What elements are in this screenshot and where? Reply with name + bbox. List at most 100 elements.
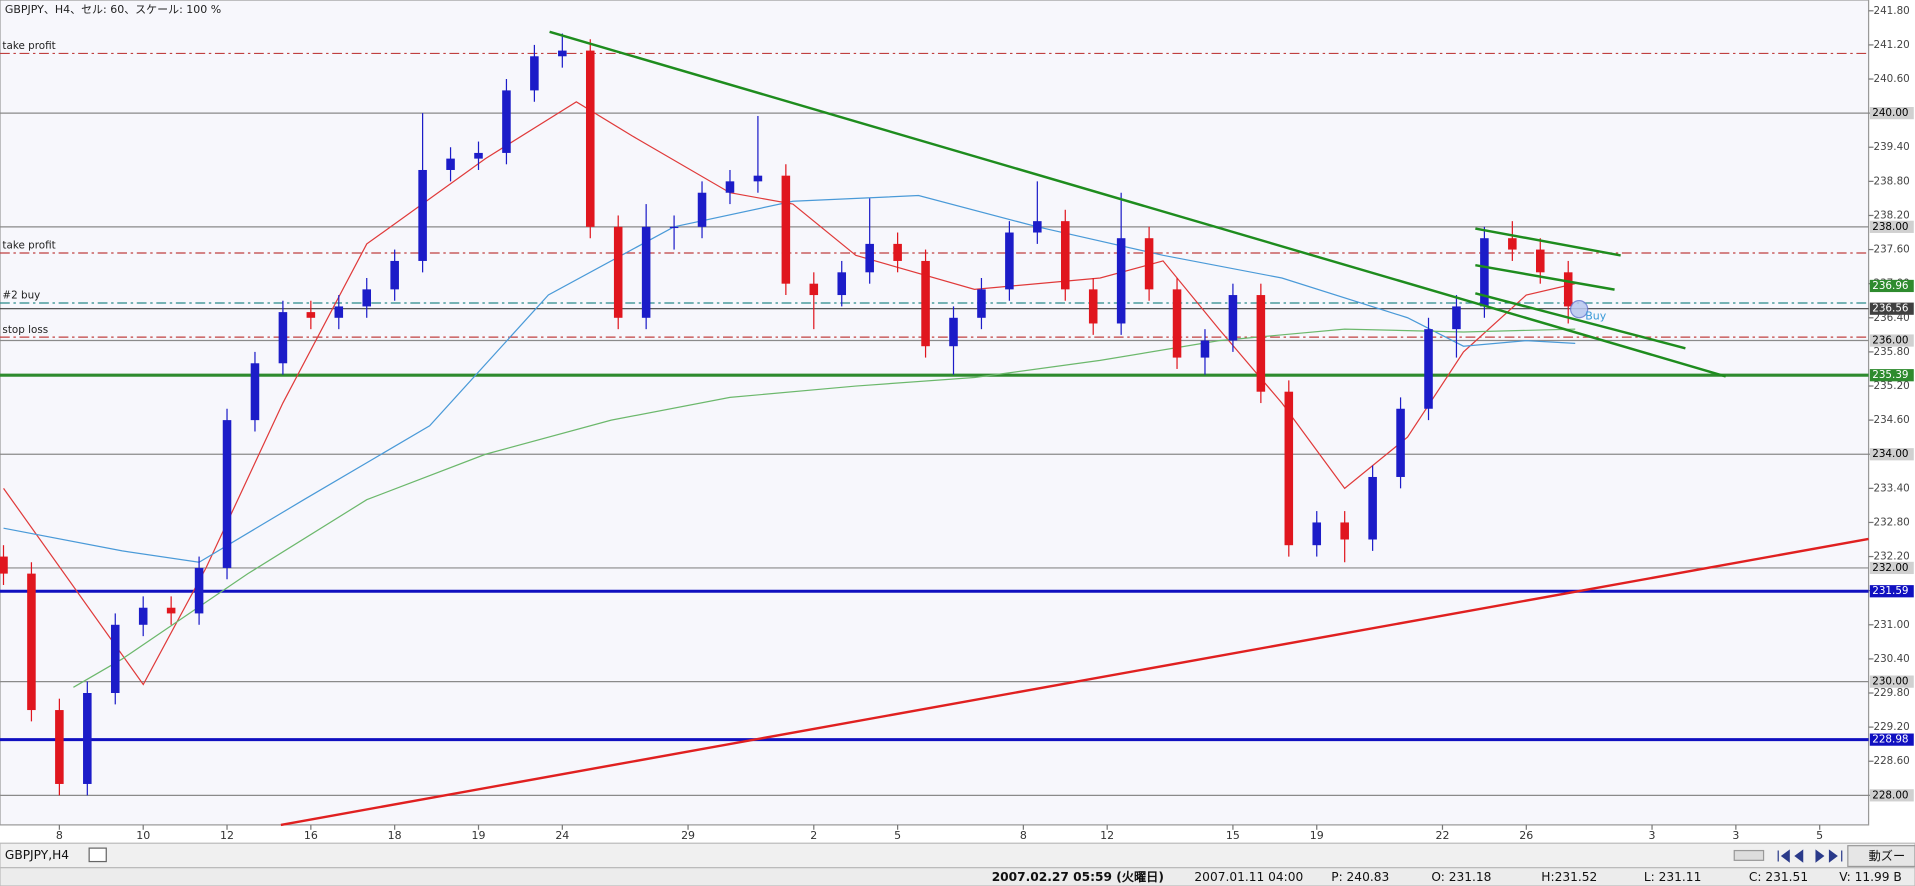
x-tick-label: 22 bbox=[1435, 829, 1449, 842]
candle-body bbox=[893, 243, 902, 261]
y-tick-label: 233.40 bbox=[1873, 482, 1909, 494]
candle-body bbox=[1005, 232, 1014, 290]
zoom-button[interactable] bbox=[1847, 845, 1915, 868]
candle-body bbox=[446, 158, 455, 170]
y-tick-label: 240.60 bbox=[1873, 73, 1909, 85]
price-box bbox=[1869, 733, 1914, 746]
status-fields: 2007.02.27 05:59 (火曜日) 2007.01.11 04:00 P:… bbox=[992, 870, 1902, 884]
price-box bbox=[1869, 369, 1914, 382]
candle-body bbox=[837, 272, 847, 296]
moving-average bbox=[3, 101, 1576, 686]
candle-body bbox=[558, 50, 567, 57]
candle-body bbox=[781, 175, 791, 284]
price-box-label: 228.00 bbox=[1872, 789, 1908, 801]
chart-tab[interactable]: GBPJPY,H4 bbox=[5, 848, 69, 862]
candle-body bbox=[865, 243, 874, 273]
candle-body bbox=[138, 607, 148, 625]
price-box-label: 236.00 bbox=[1872, 335, 1908, 347]
moving-average bbox=[3, 194, 1576, 563]
status-field: P: 240.83 bbox=[1331, 870, 1389, 884]
trend-lines bbox=[280, 30, 1869, 827]
status-field: 2007.01.11 04:00 bbox=[1194, 870, 1303, 884]
candle-body bbox=[1312, 522, 1322, 546]
price-box bbox=[1869, 302, 1914, 315]
x-tick-label: 5 bbox=[1816, 829, 1823, 842]
y-tick-label: 241.80 bbox=[1873, 5, 1909, 17]
price-box-label: 236.56 bbox=[1872, 303, 1908, 315]
y-tick-label: 232.20 bbox=[1873, 551, 1909, 563]
candle-body bbox=[1116, 238, 1126, 324]
candle-body bbox=[809, 283, 819, 296]
candle-body bbox=[1144, 238, 1154, 290]
candle-body bbox=[27, 573, 36, 711]
price-box-label: 236.96 bbox=[1872, 280, 1908, 292]
candle-body bbox=[0, 556, 8, 574]
y-tick-label: 239.40 bbox=[1873, 141, 1909, 153]
x-tick-label: 12 bbox=[220, 829, 234, 842]
candle-body bbox=[1508, 238, 1517, 250]
candle-body bbox=[222, 420, 232, 568]
scroll-button[interactable] bbox=[1733, 849, 1765, 861]
tab-bar bbox=[0, 842, 1915, 869]
nav-buttons[interactable] bbox=[1777, 849, 1843, 863]
x-tick-label: 3 bbox=[1649, 829, 1656, 842]
candle-body bbox=[418, 169, 427, 261]
x-tick-label: 5 bbox=[894, 829, 901, 842]
price-box-label: 234.00 bbox=[1872, 448, 1908, 460]
trend-line bbox=[1475, 292, 1686, 350]
trend-line bbox=[549, 30, 1727, 378]
candle-body bbox=[1228, 295, 1238, 341]
y-tick-label: 235.20 bbox=[1873, 380, 1909, 392]
price-box bbox=[1869, 220, 1914, 233]
candle-body bbox=[697, 192, 707, 227]
x-tick-label: 19 bbox=[1310, 829, 1324, 842]
price-line-name: take profit bbox=[2, 240, 55, 252]
candle-body bbox=[306, 312, 316, 318]
x-tick-label: 29 bbox=[681, 829, 695, 842]
candle-body bbox=[250, 363, 260, 421]
candle-body bbox=[585, 50, 595, 227]
y-tick-label: 237.60 bbox=[1873, 244, 1909, 256]
candle-body bbox=[1200, 340, 1210, 358]
candle-body bbox=[474, 152, 483, 159]
status-field: L: 231.11 bbox=[1644, 870, 1701, 884]
candle-body bbox=[753, 175, 763, 182]
moving-average bbox=[73, 328, 1576, 688]
candle-body bbox=[1480, 238, 1489, 307]
x-tick-label: 19 bbox=[472, 829, 486, 842]
price-box-label: 240.00 bbox=[1872, 107, 1908, 119]
y-tick-label: 238.80 bbox=[1873, 175, 1909, 187]
price-line-name: take profit bbox=[2, 40, 55, 52]
candle-body bbox=[502, 90, 511, 153]
x-tick-label: 18 bbox=[388, 829, 402, 842]
candle-body bbox=[1284, 391, 1294, 546]
candle-body bbox=[194, 567, 204, 614]
candle-body bbox=[390, 260, 399, 290]
price-box bbox=[1869, 585, 1914, 598]
price-box bbox=[1869, 675, 1914, 688]
candle-body bbox=[977, 289, 986, 318]
x-tick-label: 8 bbox=[1020, 829, 1027, 842]
candle-body bbox=[278, 312, 288, 364]
zoom-button-label[interactable]: 動ズー bbox=[1869, 848, 1906, 863]
candle-body bbox=[725, 181, 735, 193]
tab-icon[interactable] bbox=[88, 847, 107, 863]
candle-body bbox=[1033, 221, 1042, 233]
y-tick-label: 234.60 bbox=[1873, 414, 1909, 426]
x-tick-label: 16 bbox=[304, 829, 318, 842]
candle-body bbox=[613, 226, 623, 318]
status-field: H:231.52 bbox=[1541, 870, 1597, 884]
candle-body bbox=[669, 226, 679, 229]
trade-label: Buy bbox=[1585, 310, 1606, 323]
status-field: C: 231.51 bbox=[1749, 870, 1808, 884]
price-box bbox=[1869, 561, 1914, 575]
y-tick-label: 238.20 bbox=[1873, 209, 1909, 221]
y-tick-label: 229.80 bbox=[1873, 687, 1909, 699]
y-tick-label: 231.00 bbox=[1873, 619, 1909, 631]
price-box bbox=[1869, 279, 1914, 293]
candle-body bbox=[1396, 408, 1405, 477]
candle-body bbox=[1340, 522, 1349, 540]
candle-body bbox=[110, 624, 120, 694]
status-field: 2007.02.27 05:59 (火曜日) bbox=[992, 870, 1164, 884]
